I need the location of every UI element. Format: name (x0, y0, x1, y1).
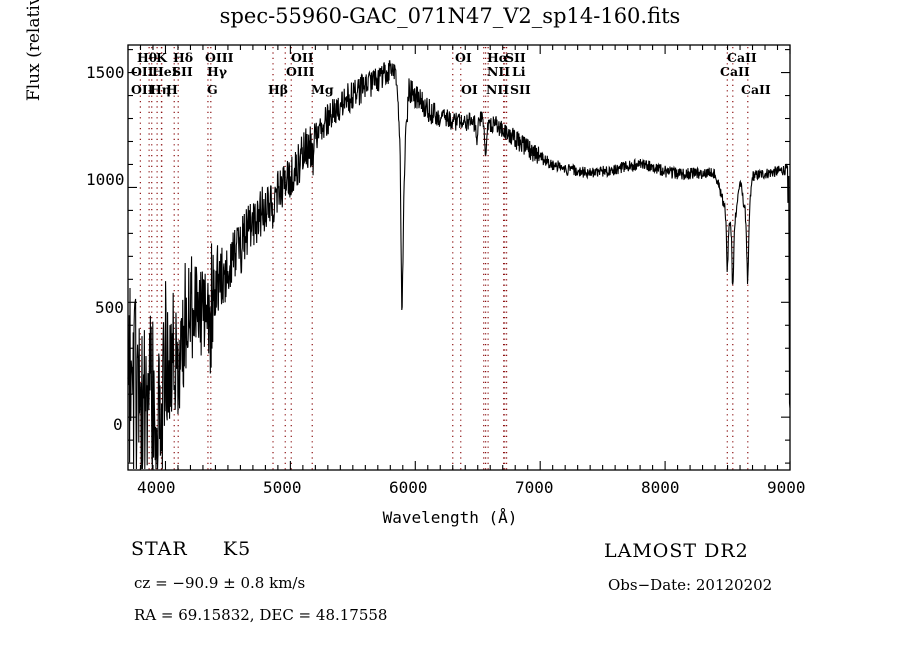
spectral-line-label-H-6: Hα (487, 50, 509, 65)
spectral-line-label-H-21: Hβ (268, 82, 289, 97)
x-axis-label: Wavelength (Å) (382, 508, 518, 527)
spectral-line-label-OI-23: OI (461, 82, 478, 97)
spectral-line-label-K-1: K (156, 50, 167, 65)
spectral-line-label-OII-4: OII (291, 50, 314, 65)
x-tick-9000: 9000 (767, 478, 806, 497)
spectral-line-label-OI-5: OI (455, 50, 472, 65)
footer-object-type: STAR K5 (131, 538, 251, 560)
spectral-line-label-CaII-8: CaII (727, 50, 757, 65)
spectral-line-label-H-18: Hη (150, 82, 171, 97)
spectral-line-label-H-19: H (166, 82, 178, 97)
y-tick-1500: 1500 (86, 63, 125, 82)
spectral-line-label-OII-9: OII (131, 64, 154, 79)
spectral-line-label-H-0: Hθ (137, 50, 158, 65)
spectral-line-label-OIII-3: OIII (205, 50, 234, 65)
spectral-line-label-NII-24: NII (486, 82, 510, 97)
footer-cz: cz = −90.9 ± 0.8 km/s (134, 574, 306, 592)
x-tick-7000: 7000 (515, 478, 554, 497)
spectral-line-label-Li-15: Li (512, 64, 526, 79)
spectral-line-label-SII-25: SII (510, 82, 531, 97)
spectrum-trace (127, 60, 791, 470)
spectral-line-label-HeI-10: HeI (152, 64, 178, 79)
axes-frame (127, 44, 791, 471)
y-tick-0: 0 (113, 415, 123, 434)
spectral-line-label-SII-11: SII (172, 64, 193, 79)
footer-survey: LAMOST DR2 (604, 540, 749, 562)
spectral-line-label-CaII-26: CaII (741, 82, 771, 97)
footer-star: STAR (131, 538, 188, 560)
spectral-line-label-SII-7: SII (505, 50, 526, 65)
spectral-line-label-H-12: Hγ (207, 64, 228, 79)
x-tick-4000: 4000 (137, 478, 176, 497)
y-tick-1000: 1000 (86, 170, 125, 189)
spectral-line-label-OIII-13: OIII (286, 64, 315, 79)
spectral-line-label-NII-14: NII (487, 64, 511, 79)
spectral-line-label-H-2: Hδ (173, 50, 194, 65)
spectral-line-label-Mg-22: Mg (311, 82, 334, 97)
footer-coords: RA = 69.15832, DEC = 48.17558 (134, 606, 388, 624)
x-tick-8000: 8000 (641, 478, 680, 497)
spectral-line-label-CaII-16: CaII (720, 64, 750, 79)
x-tick-5000: 5000 (263, 478, 302, 497)
x-tick-6000: 6000 (389, 478, 428, 497)
spectral-line-label-G-20: G (207, 82, 218, 97)
footer-obs-date: Obs−Date: 20120202 (608, 576, 773, 594)
spectral-line-label-OII-17: OII (131, 82, 154, 97)
page-title: spec-55960-GAC_071N47_V2_sp14-160.fits (219, 4, 681, 28)
footer-spectral-class: K5 (222, 538, 252, 560)
y-tick-500: 500 (95, 298, 124, 317)
